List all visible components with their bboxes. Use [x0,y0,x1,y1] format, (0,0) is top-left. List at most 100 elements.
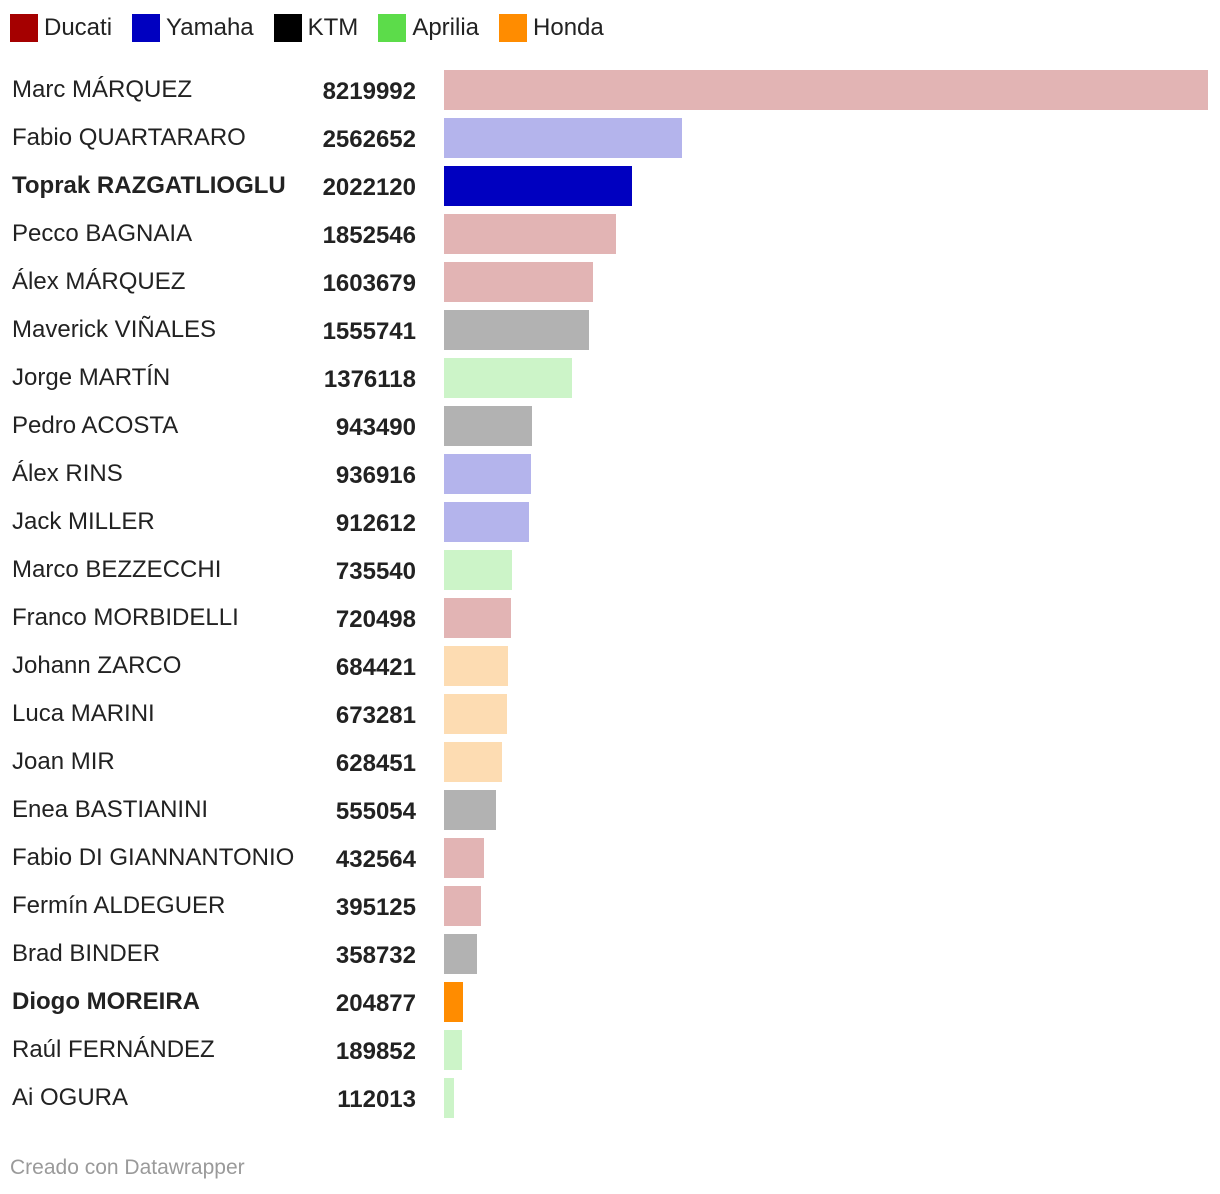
value-label: 8219992 [322,78,416,105]
value-label: 912612 [335,510,416,537]
rider-label: Brad BINDER [12,940,161,967]
bar [444,550,512,590]
bar [444,502,529,542]
bar-row: Marco BEZZECCHI 735540 [0,546,1220,594]
legend-label: Honda [533,14,604,41]
rider-label: Johann ZARCO [12,652,182,679]
bar [444,166,632,206]
legend-item-yamaha: Yamaha [132,14,254,42]
rider-label: Ai OGURA [12,1084,129,1111]
bar-row: Pecco BAGNAIA 1852546 [0,210,1220,258]
bar-row: Fabio QUARTARARO 2562652 [0,114,1220,162]
legend-label: Aprilia [412,14,480,41]
bar-row: Ai OGURA 112013 [0,1074,1220,1122]
rider-label: Franco MORBIDELLI [12,604,239,631]
bar [444,598,511,638]
rider-label: Álex MÁRQUEZ [12,268,186,295]
bar-row: Franco MORBIDELLI 720498 [0,594,1220,642]
legend-label: Ducati [44,14,113,41]
bar-row: Diogo MOREIRA 204877 [0,978,1220,1026]
rider-label: Fermín ALDEGUER [12,892,226,919]
value-label: 1603679 [322,270,416,297]
value-label: 112013 [337,1086,416,1113]
rider-label: Marco BEZZECCHI [12,556,222,583]
value-label: 1555741 [322,318,416,345]
value-label: 943490 [335,414,416,441]
rider-label: Álex RINS [12,460,123,487]
rider-label: Enea BASTIANINI [12,796,209,823]
rider-label: Pedro ACOSTA [12,412,179,439]
bar-row: Pedro ACOSTA 943490 [0,402,1220,450]
value-label: 432564 [335,846,416,873]
legend-swatch [10,14,38,42]
bar-row: Álex MÁRQUEZ 1603679 [0,258,1220,306]
bar [444,70,1208,110]
value-label: 1376118 [323,366,416,393]
value-label: 936916 [335,462,416,489]
bar [444,310,589,350]
bar [444,742,502,782]
bar-row: Maverick VIÑALES 1555741 [0,306,1220,354]
rider-label: Jack MILLER [12,508,155,535]
value-label: 720498 [335,606,416,633]
rider-label: Luca MARINI [12,700,155,727]
rider-label: Pecco BAGNAIA [12,220,193,247]
legend-label: Yamaha [166,14,254,41]
legend-item-ktm: KTM [273,14,359,42]
bar-row: Raúl FERNÁNDEZ 189852 [0,1026,1220,1074]
bar [444,262,593,302]
bar [444,838,484,878]
rider-label: Diogo MOREIRA [12,988,200,1015]
rider-label: Joan MIR [12,748,115,775]
bar-row: Jack MILLER 912612 [0,498,1220,546]
bar [444,118,682,158]
bar [444,454,531,494]
bar-row: Fabio DI GIANNANTONIO 432564 [0,834,1220,882]
legend-swatch [378,14,407,42]
bar-row: Álex RINS 936916 [0,450,1220,498]
value-label: 358732 [335,942,416,969]
bar-row: Joan MIR 628451 [0,738,1220,786]
value-label: 555054 [335,798,416,825]
value-label: 2022120 [322,174,416,201]
rider-label: Jorge MARTÍN [12,364,171,391]
legend-item-aprilia: Aprilia [378,14,479,42]
legend-swatch [273,14,302,42]
value-label: 684421 [335,654,416,681]
legend-swatch [132,14,161,42]
bar [444,790,496,830]
rider-label: Raúl FERNÁNDEZ [12,1036,215,1063]
bar-row: Luca MARINI 673281 [0,690,1220,738]
value-label: 204877 [335,990,416,1017]
rider-label: Toprak RAZGATLIOGLU [12,172,286,199]
value-label: 673281 [335,702,416,729]
bar [444,646,508,686]
legend-item-ducati: Ducati [10,14,112,42]
bar [444,1030,462,1070]
value-label: 1852546 [322,222,416,249]
bar [444,934,477,974]
value-label: 395125 [335,894,416,921]
bar [444,694,507,734]
bar-row: Johann ZARCO 684421 [0,642,1220,690]
legend-swatch [499,14,528,42]
bar-row: Enea BASTIANINI 555054 [0,786,1220,834]
value-label: 189852 [335,1038,416,1065]
value-label: 2562652 [322,126,416,153]
bar [444,982,463,1022]
bar [444,406,532,446]
legend-item-honda: Honda [499,14,604,42]
legend-label: KTM [307,14,359,41]
chart-legend: Ducati Yamaha KTM Aprilia Honda [10,12,604,44]
bar-row: Jorge MARTÍN 1376118 [0,354,1220,402]
datawrapper-credit[interactable]: Creado con Datawrapper [10,1156,245,1179]
bar-row: Brad BINDER 358732 [0,930,1220,978]
bar [444,886,481,926]
value-label: 735540 [335,558,416,585]
bar-row: Marc MÁRQUEZ 8219992 [0,66,1220,114]
bar [444,214,616,254]
rider-label: Maverick VIÑALES [12,316,217,343]
rider-label: Fabio DI GIANNANTONIO [12,844,295,871]
bar-row: Fermín ALDEGUER 395125 [0,882,1220,930]
rider-label: Marc MÁRQUEZ [12,76,192,103]
